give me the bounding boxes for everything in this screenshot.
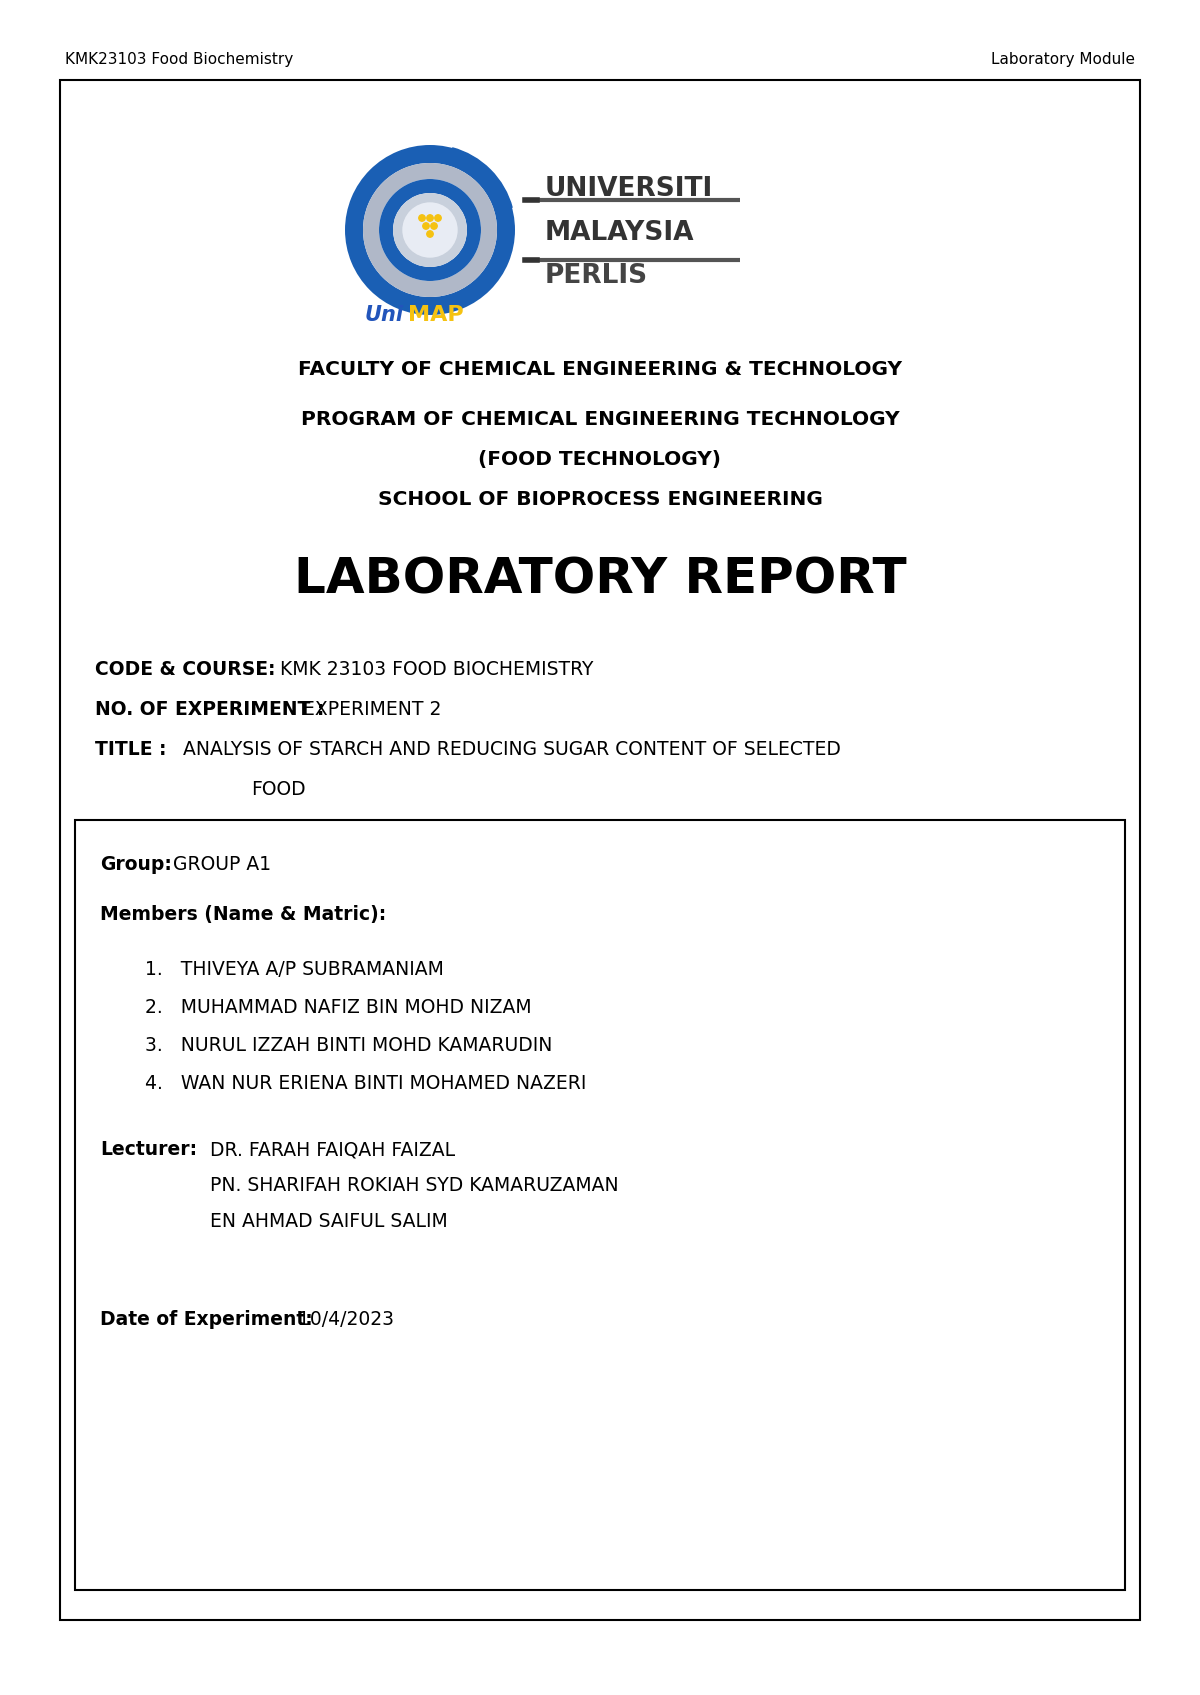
Circle shape — [403, 203, 457, 258]
Text: UNIVERSITI: UNIVERSITI — [545, 176, 713, 202]
Text: Group:: Group: — [100, 854, 172, 875]
Text: EN AHMAD SAIFUL SALIM: EN AHMAD SAIFUL SALIM — [210, 1212, 448, 1231]
Text: 1.   THIVEYA A/P SUBRAMANIAM: 1. THIVEYA A/P SUBRAMANIAM — [145, 959, 444, 980]
Circle shape — [431, 222, 437, 229]
Bar — [74, 820, 1126, 1590]
Wedge shape — [346, 146, 515, 315]
Circle shape — [427, 231, 433, 237]
Text: MALAYSIA: MALAYSIA — [545, 220, 695, 246]
Text: KMK23103 Food Biochemistry: KMK23103 Food Biochemistry — [65, 53, 293, 68]
Text: FACULTY OF CHEMICAL ENGINEERING & TECHNOLOGY: FACULTY OF CHEMICAL ENGINEERING & TECHNO… — [298, 359, 902, 380]
Text: Uni: Uni — [365, 305, 404, 325]
Wedge shape — [379, 180, 481, 281]
Text: Lecturer:: Lecturer: — [100, 1141, 197, 1159]
Circle shape — [434, 215, 442, 222]
Circle shape — [419, 215, 425, 222]
Text: EXPERIMENT 2: EXPERIMENT 2 — [302, 700, 442, 719]
Text: PN. SHARIFAH ROKIAH SYD KAMARUZAMAN: PN. SHARIFAH ROKIAH SYD KAMARUZAMAN — [210, 1176, 619, 1195]
Text: ANALYSIS OF STARCH AND REDUCING SUGAR CONTENT OF SELECTED: ANALYSIS OF STARCH AND REDUCING SUGAR CO… — [182, 741, 841, 759]
Text: DR. FARAH FAIQAH FAIZAL: DR. FARAH FAIQAH FAIZAL — [210, 1141, 455, 1159]
Circle shape — [422, 222, 430, 229]
Text: PROGRAM OF CHEMICAL ENGINEERING TECHNOLOGY: PROGRAM OF CHEMICAL ENGINEERING TECHNOLO… — [301, 410, 899, 429]
Wedge shape — [364, 163, 497, 297]
Text: 3.   NURUL IZZAH BINTI MOHD KAMARUDIN: 3. NURUL IZZAH BINTI MOHD KAMARUDIN — [145, 1036, 552, 1054]
Text: TITLE :: TITLE : — [95, 741, 167, 759]
Text: Members (Name & Matric):: Members (Name & Matric): — [100, 905, 386, 924]
Text: PERLIS: PERLIS — [545, 263, 648, 290]
Text: Date of Experiment:: Date of Experiment: — [100, 1310, 313, 1329]
Text: KMK 23103 FOOD BIOCHEMISTRY: KMK 23103 FOOD BIOCHEMISTRY — [280, 659, 593, 680]
Circle shape — [427, 215, 433, 222]
Text: NO. OF EXPERIMENT :: NO. OF EXPERIMENT : — [95, 700, 324, 719]
Text: SCHOOL OF BIOPROCESS ENGINEERING: SCHOOL OF BIOPROCESS ENGINEERING — [378, 490, 822, 508]
Text: (FOOD TECHNOLOGY): (FOOD TECHNOLOGY) — [479, 449, 721, 470]
Text: MAP: MAP — [408, 305, 463, 325]
Text: LABORATORY REPORT: LABORATORY REPORT — [294, 554, 906, 603]
Text: 4.   WAN NUR ERIENA BINTI MOHAMED NAZERI: 4. WAN NUR ERIENA BINTI MOHAMED NAZERI — [145, 1075, 587, 1093]
Text: Laboratory Module: Laboratory Module — [991, 53, 1135, 68]
Text: GROUP A1: GROUP A1 — [173, 854, 271, 875]
Wedge shape — [394, 193, 467, 268]
Text: 10/4/2023: 10/4/2023 — [298, 1310, 394, 1329]
Text: FOOD: FOOD — [251, 780, 306, 798]
Text: 2.   MUHAMMAD NAFIZ BIN MOHD NIZAM: 2. MUHAMMAD NAFIZ BIN MOHD NIZAM — [145, 998, 532, 1017]
Text: CODE & COURSE:: CODE & COURSE: — [95, 659, 276, 680]
